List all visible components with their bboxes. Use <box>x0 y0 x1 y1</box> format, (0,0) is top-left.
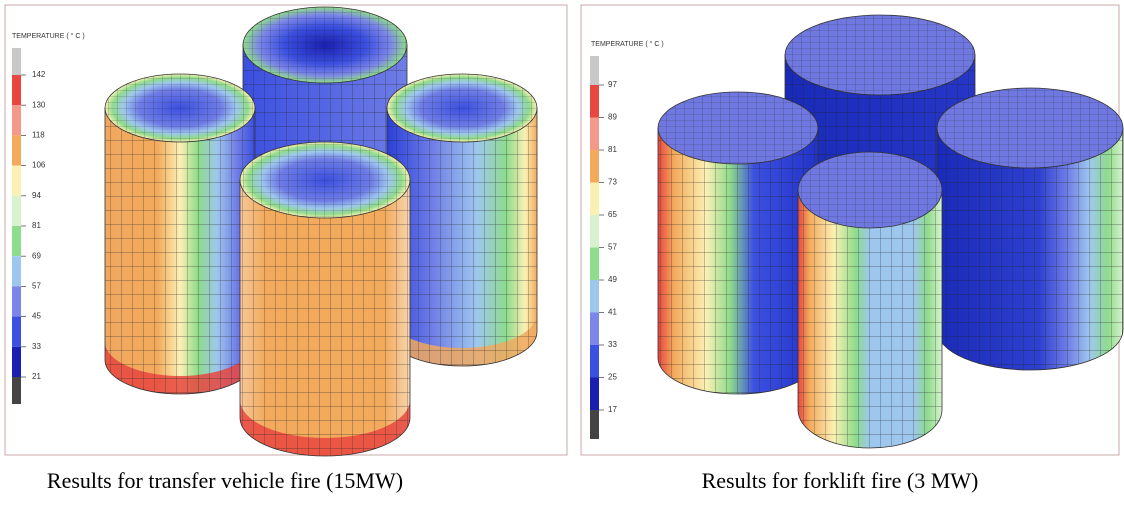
cylinder-outline <box>239 179 411 457</box>
cylinder <box>386 73 538 367</box>
cylinder-top-mesh <box>387 74 537 142</box>
cylinder-top-mesh <box>105 74 255 142</box>
legend-label: 97 <box>608 80 617 89</box>
legend-swatch <box>590 215 599 248</box>
cylinder-scene <box>657 14 1124 449</box>
legend-label: 41 <box>608 308 617 317</box>
legend-swatch <box>12 48 21 75</box>
legend-label: 73 <box>608 178 617 187</box>
legend-label: 17 <box>608 405 617 414</box>
legend-swatch <box>12 195 21 226</box>
cylinder-top-mesh <box>798 152 942 228</box>
cylinder-mesh <box>105 108 255 394</box>
legend-label: 33 <box>32 342 41 351</box>
legend-title: TEMPERATURE ( ° C ) <box>12 32 85 40</box>
legend-label: 94 <box>32 191 41 200</box>
cylinder <box>657 91 819 395</box>
legend-swatch <box>590 117 599 150</box>
caption: Results for forklift fire (3 MW) <box>702 468 979 493</box>
cylinder-outline <box>936 127 1124 371</box>
legend-swatch <box>12 165 21 196</box>
legend-swatch <box>12 316 21 347</box>
cylinder-top-mesh <box>243 7 407 83</box>
cylinder-mesh <box>387 108 537 366</box>
legend-swatch <box>590 247 599 280</box>
legend-label: 81 <box>608 145 617 154</box>
cylinder <box>797 151 943 449</box>
legend-label: 89 <box>608 113 617 122</box>
legend-label: 49 <box>608 275 617 284</box>
cylinder-top-mesh <box>658 92 818 164</box>
legend-label: 81 <box>32 221 41 230</box>
cylinder <box>104 73 256 395</box>
cylinder-top-mesh <box>240 142 410 218</box>
legend-label: 106 <box>32 161 46 170</box>
legend-label: 25 <box>608 373 617 382</box>
legend-label: 65 <box>608 210 617 219</box>
legend-swatch <box>590 377 599 410</box>
legend-label: 69 <box>32 251 41 260</box>
legend-swatch <box>590 150 599 183</box>
legend-swatch <box>12 135 21 166</box>
legend-swatch <box>12 75 21 106</box>
legend-label: 33 <box>608 340 617 349</box>
legend-label: 57 <box>32 282 41 291</box>
legend-swatch <box>590 345 599 378</box>
legend-swatch <box>590 410 599 439</box>
legend-swatch <box>12 226 21 257</box>
cylinder-top-mesh <box>785 15 975 95</box>
legend-swatch <box>12 105 21 136</box>
cylinder-mesh <box>937 128 1123 370</box>
cylinder <box>239 141 411 457</box>
legend-label: 57 <box>608 243 617 252</box>
legend-swatch <box>590 182 599 215</box>
legend-swatch <box>590 85 599 118</box>
legend-label: 142 <box>32 70 46 79</box>
legend-label: 130 <box>32 100 46 109</box>
legend-swatch <box>12 256 21 287</box>
legend-swatch <box>590 280 599 313</box>
legend-label: 45 <box>32 312 41 321</box>
legend-title: TEMPERATURE ( ° C ) <box>591 40 664 48</box>
legend-swatch <box>12 377 21 404</box>
legend-label: 118 <box>32 131 45 140</box>
cylinder-scene <box>104 6 538 457</box>
legend-swatch <box>12 346 21 377</box>
caption: Results for transfer vehicle fire (15MW) <box>47 468 403 493</box>
cylinder-mesh <box>240 180 410 456</box>
cylinder-mesh <box>798 190 942 448</box>
cylinder <box>936 87 1124 371</box>
legend-label: 21 <box>32 372 41 381</box>
cylinder-outline <box>797 189 943 449</box>
legend-swatch <box>590 56 599 85</box>
legend-swatch <box>12 286 21 317</box>
legend-swatch <box>590 312 599 345</box>
cylinder-mesh <box>658 128 818 394</box>
cylinder-top-mesh <box>937 88 1123 168</box>
